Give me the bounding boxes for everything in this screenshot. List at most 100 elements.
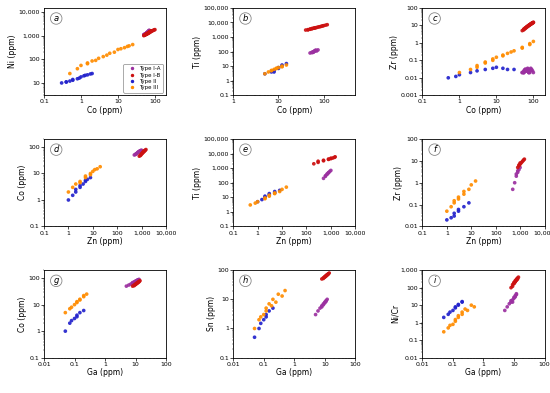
Point <box>267 69 276 75</box>
Text: i: i <box>433 276 436 285</box>
Point <box>465 200 474 206</box>
Point <box>135 276 144 283</box>
Point <box>458 299 466 305</box>
Point <box>146 29 155 35</box>
Point <box>135 148 144 154</box>
Point <box>503 66 512 73</box>
Point <box>521 66 530 73</box>
Point <box>143 30 152 36</box>
Point <box>524 68 533 74</box>
Point <box>507 299 515 305</box>
Point <box>86 170 95 176</box>
Point <box>513 168 522 174</box>
Point <box>117 46 125 52</box>
Y-axis label: Ti (ppm): Ti (ppm) <box>194 35 202 68</box>
Point <box>145 29 153 35</box>
Point <box>317 304 326 310</box>
Point <box>306 26 315 32</box>
Point <box>458 311 466 318</box>
Point <box>455 70 464 76</box>
Point <box>327 156 336 162</box>
Point <box>472 68 481 74</box>
Point <box>89 168 97 174</box>
Point <box>319 175 328 182</box>
Point <box>516 164 525 171</box>
Point <box>523 66 532 73</box>
Point <box>447 215 455 221</box>
Text: c: c <box>432 14 437 23</box>
Point <box>144 28 152 35</box>
Point <box>449 321 458 327</box>
Point <box>324 170 333 176</box>
Point <box>524 22 533 29</box>
Point <box>488 57 497 63</box>
Point <box>518 159 526 165</box>
Point <box>454 194 463 200</box>
Point <box>518 70 527 76</box>
Point <box>471 178 480 184</box>
Point <box>144 30 152 36</box>
Point <box>142 30 151 37</box>
Point <box>492 54 501 61</box>
Text: d: d <box>53 145 59 154</box>
Point <box>515 162 524 168</box>
Point <box>141 31 150 37</box>
Point <box>326 168 334 174</box>
Point <box>138 147 146 153</box>
Point <box>314 159 322 165</box>
Point <box>444 325 453 331</box>
Point <box>523 23 532 29</box>
Point <box>278 64 287 70</box>
Text: g: g <box>53 276 59 285</box>
Point <box>272 65 280 72</box>
Point <box>508 299 517 305</box>
Point <box>81 174 90 181</box>
Point <box>528 20 537 26</box>
Point <box>526 21 535 27</box>
Point <box>523 23 532 29</box>
Point <box>110 49 119 55</box>
Point <box>83 60 92 66</box>
Point <box>86 71 95 77</box>
Point <box>246 202 255 208</box>
Point <box>446 322 454 329</box>
Point <box>311 311 320 318</box>
Point <box>62 79 70 85</box>
Point <box>268 305 277 311</box>
Point <box>316 305 324 311</box>
X-axis label: Zn (ppm): Zn (ppm) <box>277 237 312 246</box>
Point <box>451 305 460 311</box>
Point <box>113 46 122 53</box>
Point <box>255 317 263 323</box>
Point <box>524 22 533 28</box>
Point <box>492 64 501 70</box>
Point <box>304 26 312 33</box>
Point <box>320 299 329 305</box>
Point <box>309 49 317 55</box>
Point <box>455 72 464 78</box>
Point <box>134 277 142 283</box>
Point <box>503 304 512 310</box>
Point <box>307 50 316 56</box>
Point <box>451 304 460 310</box>
Point <box>143 30 152 37</box>
Text: b: b <box>243 14 248 23</box>
Point <box>145 29 154 35</box>
Point <box>141 31 150 37</box>
Point <box>488 65 497 72</box>
Point <box>142 30 151 37</box>
Point <box>312 47 321 53</box>
Point <box>323 171 332 177</box>
Point <box>270 190 279 196</box>
Point <box>139 32 148 38</box>
Point <box>307 26 316 32</box>
Point <box>128 41 137 48</box>
Point <box>132 151 141 157</box>
Point <box>265 308 273 314</box>
Point <box>309 25 318 31</box>
Point <box>521 66 530 73</box>
Point <box>522 66 531 73</box>
Point <box>65 78 74 84</box>
Point <box>79 307 88 314</box>
Point <box>449 307 458 314</box>
